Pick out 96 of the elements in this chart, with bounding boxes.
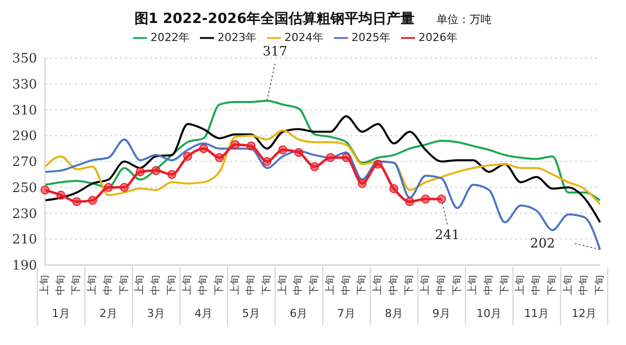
legend-label: 2023年 <box>218 31 256 44</box>
text: 12月 <box>572 307 597 320</box>
point <box>278 145 288 154</box>
legend-label: 2024年 <box>284 31 324 44</box>
point <box>88 196 98 205</box>
x-tick-label: 下旬 <box>403 275 416 295</box>
annotation: 202 <box>530 236 555 252</box>
legend-label: 2026年 <box>418 31 458 44</box>
y-tick-label: 270 <box>12 155 37 170</box>
y-tick-label: 290 <box>12 129 37 144</box>
line-series <box>44 115 601 224</box>
x-tick-label: 下旬 <box>498 275 510 295</box>
x-tick-label: 下旬 <box>450 275 463 295</box>
point <box>152 166 160 176</box>
chart-subtitle: 单位：万吨 <box>436 13 492 26</box>
x-tick-label: 上旬 <box>466 275 479 295</box>
x-tick-label: 中旬 <box>434 275 447 295</box>
point <box>214 153 224 162</box>
point <box>136 167 145 176</box>
point <box>421 194 430 204</box>
x-tick-label: 上旬 <box>134 275 146 295</box>
point <box>262 157 272 166</box>
text: 10月 <box>476 307 502 320</box>
x-tick-label: 上旬 <box>86 275 98 295</box>
point <box>199 144 208 154</box>
point <box>167 170 176 179</box>
text: 11月 <box>524 307 550 320</box>
text: 8月 <box>384 307 403 320</box>
text: 9月 <box>432 307 450 320</box>
x-tick-label: 中旬 <box>292 275 304 295</box>
x-tick-label: 上旬 <box>514 275 526 295</box>
x-tick-label: 下旬 <box>165 275 178 295</box>
x-tick-label: 中旬 <box>150 275 162 295</box>
x-tick-label: 上旬 <box>372 275 384 295</box>
y-tick-label: 230 <box>12 206 37 222</box>
y-tick-label: 250 <box>12 180 37 196</box>
point <box>72 197 82 206</box>
point <box>326 153 335 162</box>
x-tick-label: 下旬 <box>546 275 558 295</box>
x-tick-label: 下旬 <box>118 275 130 295</box>
x-tick-label: 中旬 <box>530 275 542 295</box>
line-series <box>44 129 601 206</box>
text: 5月 <box>242 307 260 320</box>
x-tick-label: 下旬 <box>594 275 606 295</box>
text: 3月 <box>147 307 165 320</box>
point <box>358 178 367 188</box>
text: 6月 <box>290 307 308 320</box>
x-tick-label: 下旬 <box>260 275 272 295</box>
x-tick-label: 中旬 <box>197 275 210 295</box>
x-tick-label: 上旬 <box>276 275 288 295</box>
x-tick-label: 下旬 <box>212 275 225 295</box>
x-tick-label: 中旬 <box>482 275 494 295</box>
point <box>310 162 320 172</box>
text: 2月 <box>99 307 118 320</box>
point <box>120 182 129 192</box>
x-tick-label: 上旬 <box>562 275 574 295</box>
x-tick-label: 中旬 <box>102 275 114 295</box>
annotation: 317 <box>262 44 288 60</box>
x-tick-label: 上旬 <box>181 275 194 295</box>
text: 7月 <box>337 307 356 320</box>
x-tick-label: 下旬 <box>308 275 320 295</box>
x-tick-label: 上旬 <box>228 275 241 295</box>
x-tick-label: 下旬 <box>70 275 82 295</box>
point <box>246 141 256 150</box>
point <box>230 140 240 150</box>
point <box>405 197 414 206</box>
x-tick-label: 中旬 <box>340 275 352 295</box>
point <box>40 185 50 194</box>
x-tick-label: 中旬 <box>578 275 590 295</box>
point <box>374 160 382 169</box>
x-tick-label: 下旬 <box>356 275 368 295</box>
point <box>389 184 398 194</box>
line-series <box>44 138 601 250</box>
x-tick-label: 中旬 <box>244 275 257 295</box>
text: 4月 <box>194 307 213 320</box>
x-tick-label: 上旬 <box>324 275 336 295</box>
y-tick-label: 210 <box>12 232 37 248</box>
y-tick-label: 330 <box>12 77 37 92</box>
point <box>104 182 113 192</box>
y-tick-label: 190 <box>12 258 37 274</box>
point <box>183 152 192 161</box>
x-tick-label: 中旬 <box>54 275 66 295</box>
legend-label: 2022年 <box>150 31 190 44</box>
x-tick-label: 上旬 <box>419 275 432 295</box>
x-tick-label: 上旬 <box>38 275 50 295</box>
text: 1月 <box>52 307 70 320</box>
chart-title: 图1 2022-2026年全国估算粗钢平均日产量 <box>134 11 415 27</box>
annotation: 241 <box>435 228 460 244</box>
point <box>436 194 446 204</box>
y-tick-label: 310 <box>12 103 37 118</box>
legend-label: 2025年 <box>352 31 390 44</box>
point <box>56 190 66 200</box>
point <box>294 148 304 157</box>
y-tick-label: 350 <box>12 52 37 67</box>
point <box>342 153 351 162</box>
x-tick-label: 中旬 <box>387 275 400 295</box>
